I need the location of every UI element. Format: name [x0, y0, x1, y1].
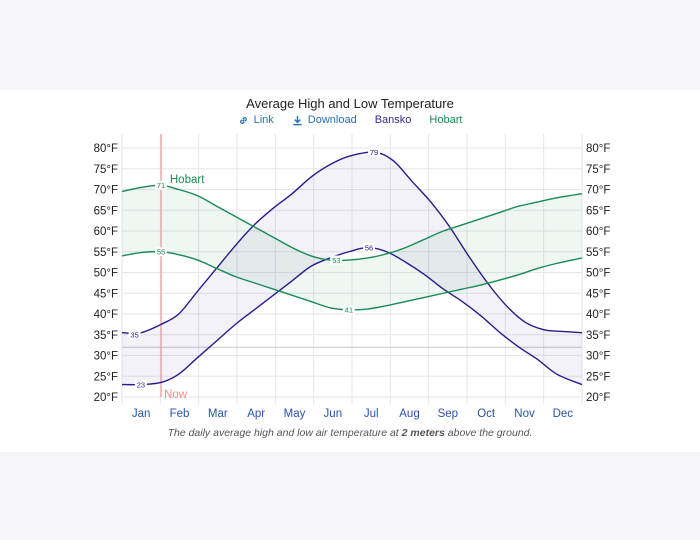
y-tick-left: 65°F — [94, 205, 118, 217]
y-tick-left: 55°F — [94, 247, 118, 259]
point-label-bg — [368, 147, 381, 157]
point-label-bg — [134, 380, 147, 390]
point-label: 56 — [365, 243, 373, 252]
y-tick-right: 30°F — [586, 351, 610, 363]
series-line-hobart-high — [121, 184, 583, 262]
point-label-bg — [128, 330, 141, 340]
point-label: 79 — [370, 148, 378, 157]
point-label: 53 — [332, 256, 340, 265]
download-icon — [293, 115, 302, 125]
point-label: 41 — [345, 306, 353, 315]
month-label: Aug — [399, 408, 419, 420]
y-tick-right: 40°F — [586, 309, 610, 321]
y-tick-left: 45°F — [94, 288, 118, 300]
month-label: Apr — [247, 408, 265, 420]
y-tick-left: 20°F — [94, 392, 118, 404]
y-tick-left: 35°F — [94, 330, 118, 342]
point-label-bg — [155, 180, 168, 190]
y-tick-left: 25°F — [94, 371, 118, 383]
now-label: Now — [164, 389, 188, 401]
download-button[interactable]: Download — [292, 114, 357, 126]
top-background — [0, 0, 700, 90]
y-tick-right: 45°F — [586, 288, 610, 300]
chart-toolbar: Link Download Bansko Hobart — [0, 114, 700, 126]
point-label: 35 — [130, 330, 138, 339]
y-tick-left: 60°F — [94, 226, 118, 238]
point-label-bg — [330, 255, 343, 265]
download-label: Download — [307, 114, 357, 126]
month-label: Mar — [208, 408, 228, 420]
hobart-range-band — [122, 185, 582, 310]
month-label: Oct — [477, 408, 496, 420]
month-label: Nov — [514, 408, 535, 420]
bottom-background — [0, 452, 700, 540]
link-label: Link — [253, 114, 274, 126]
point-label: 23 — [137, 380, 145, 389]
link-button[interactable]: Link — [238, 114, 274, 126]
series-line-bansko-high — [121, 151, 583, 334]
y-tick-left: 50°F — [94, 268, 118, 280]
month-label: Dec — [553, 408, 574, 420]
hobart-inline-label: Hobart — [170, 174, 205, 186]
y-tick-right: 60°F — [586, 226, 610, 238]
y-tick-right: 55°F — [586, 247, 610, 259]
month-label: Jun — [324, 408, 343, 420]
y-tick-right: 25°F — [586, 371, 610, 383]
y-tick-right: 20°F — [586, 392, 610, 404]
series-line-bansko-low — [121, 246, 583, 386]
point-label: 55 — [157, 247, 165, 256]
legend-bansko-toggle[interactable]: Bansko — [374, 114, 412, 126]
y-tick-right: 50°F — [586, 268, 610, 280]
month-label: Jan — [132, 408, 151, 420]
point-label-bg — [155, 247, 168, 257]
chart-title: Average High and Low Temperature — [246, 96, 454, 111]
y-tick-right: 80°F — [586, 143, 610, 155]
month-label: Sep — [438, 408, 458, 420]
y-tick-left: 30°F — [94, 351, 118, 363]
y-tick-right: 70°F — [586, 185, 610, 197]
y-tick-left: 75°F — [94, 164, 118, 176]
chart-panel — [0, 90, 700, 452]
link-icon — [239, 116, 247, 124]
legend-hobart-toggle[interactable]: Hobart — [429, 114, 463, 126]
y-tick-right: 75°F — [586, 164, 610, 176]
chart-caption: The daily average high and low air tempe… — [167, 427, 533, 439]
y-tick-left: 70°F — [94, 185, 118, 197]
bansko-range-band — [122, 152, 582, 385]
y-tick-left: 40°F — [94, 309, 118, 321]
month-label: Feb — [170, 408, 190, 420]
month-label: May — [284, 408, 306, 420]
month-label: Jul — [364, 408, 379, 420]
point-label-bg — [363, 243, 376, 253]
point-label: 71 — [157, 181, 165, 190]
point-label-bg — [342, 305, 355, 315]
y-tick-left: 80°F — [94, 143, 118, 155]
y-tick-right: 35°F — [586, 330, 610, 342]
y-tick-right: 65°F — [586, 205, 610, 217]
